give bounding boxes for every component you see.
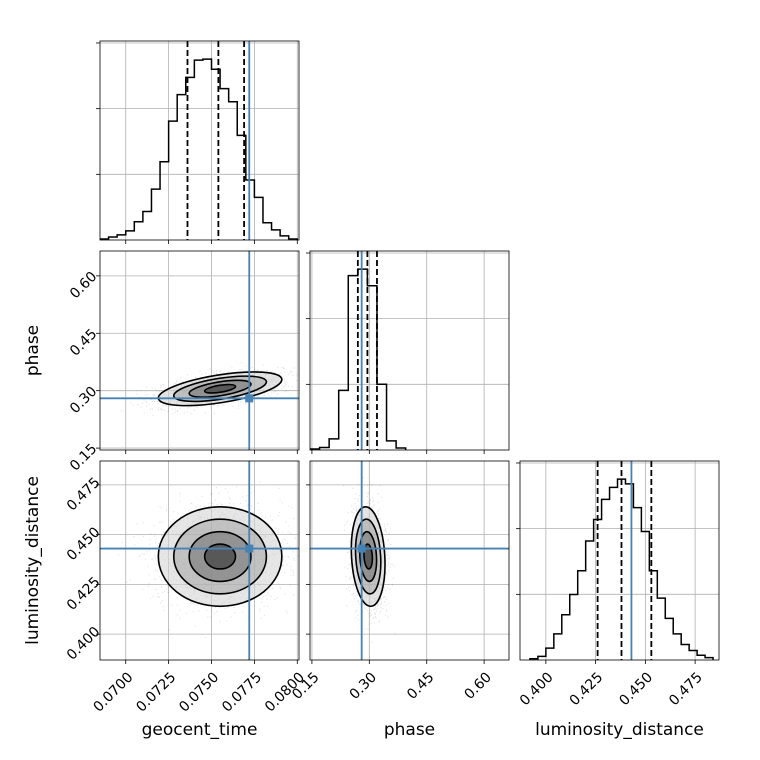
density-shade <box>173 376 267 402</box>
scatter-panel-geocent_time-phase <box>96 250 300 454</box>
hist-panel-luminosity_distance <box>516 460 720 664</box>
y-axis-label-luminosity_distance: luminosity_distance <box>23 476 43 645</box>
y-axis-label-phase: phase <box>23 325 43 376</box>
contour-line <box>188 530 252 583</box>
density-fill <box>189 531 251 582</box>
x-axis-label-luminosity_distance: luminosity_distance <box>535 720 704 740</box>
density-shade <box>189 531 251 582</box>
density-shade <box>204 384 236 393</box>
hist-panel-geocent_time <box>96 40 300 244</box>
density-fill <box>173 376 267 402</box>
contour-line <box>358 530 378 583</box>
axes-frame <box>99 460 300 661</box>
contour-line <box>157 505 283 608</box>
contour-line <box>203 543 237 570</box>
truth-marker <box>357 544 366 553</box>
density-fill <box>359 531 377 582</box>
density-fill <box>204 544 236 569</box>
axes-frame <box>309 460 510 661</box>
panel-content <box>310 461 509 660</box>
density-shade <box>158 371 282 406</box>
axes-frame <box>309 250 510 451</box>
density-fill <box>204 384 236 393</box>
density-shade <box>173 519 267 594</box>
density-fill <box>158 371 282 406</box>
axes-frame <box>519 460 720 661</box>
axes-frame <box>99 250 300 451</box>
scatter-panel-phase-luminosity_distance <box>306 460 510 664</box>
truth-marker <box>245 394 254 403</box>
density-fill <box>363 544 373 569</box>
hist-panel-phase <box>306 250 510 454</box>
contour-line <box>188 379 252 398</box>
x-axis-label-geocent_time: geocent_time <box>142 720 258 740</box>
truth-marker <box>245 544 254 553</box>
density-fill <box>173 519 267 594</box>
scatter-panel-geocent_time-luminosity_distance <box>96 460 300 664</box>
density-shade <box>204 544 236 569</box>
contour-line <box>363 543 374 570</box>
density-shade <box>359 531 377 582</box>
panel-content <box>100 461 299 660</box>
density-fill <box>189 380 251 398</box>
axes-frame <box>99 40 300 241</box>
density-shade <box>189 380 251 398</box>
contour-line <box>354 518 382 595</box>
contour-line <box>350 505 386 608</box>
density-shade <box>158 506 282 607</box>
panel-content <box>100 251 299 450</box>
histogram-geocent_time <box>100 58 299 240</box>
density-shade <box>363 544 373 569</box>
contour-line <box>172 518 268 595</box>
x-axis-label-phase: phase <box>384 720 435 740</box>
contour-line <box>203 383 237 394</box>
density-fill <box>158 506 282 607</box>
